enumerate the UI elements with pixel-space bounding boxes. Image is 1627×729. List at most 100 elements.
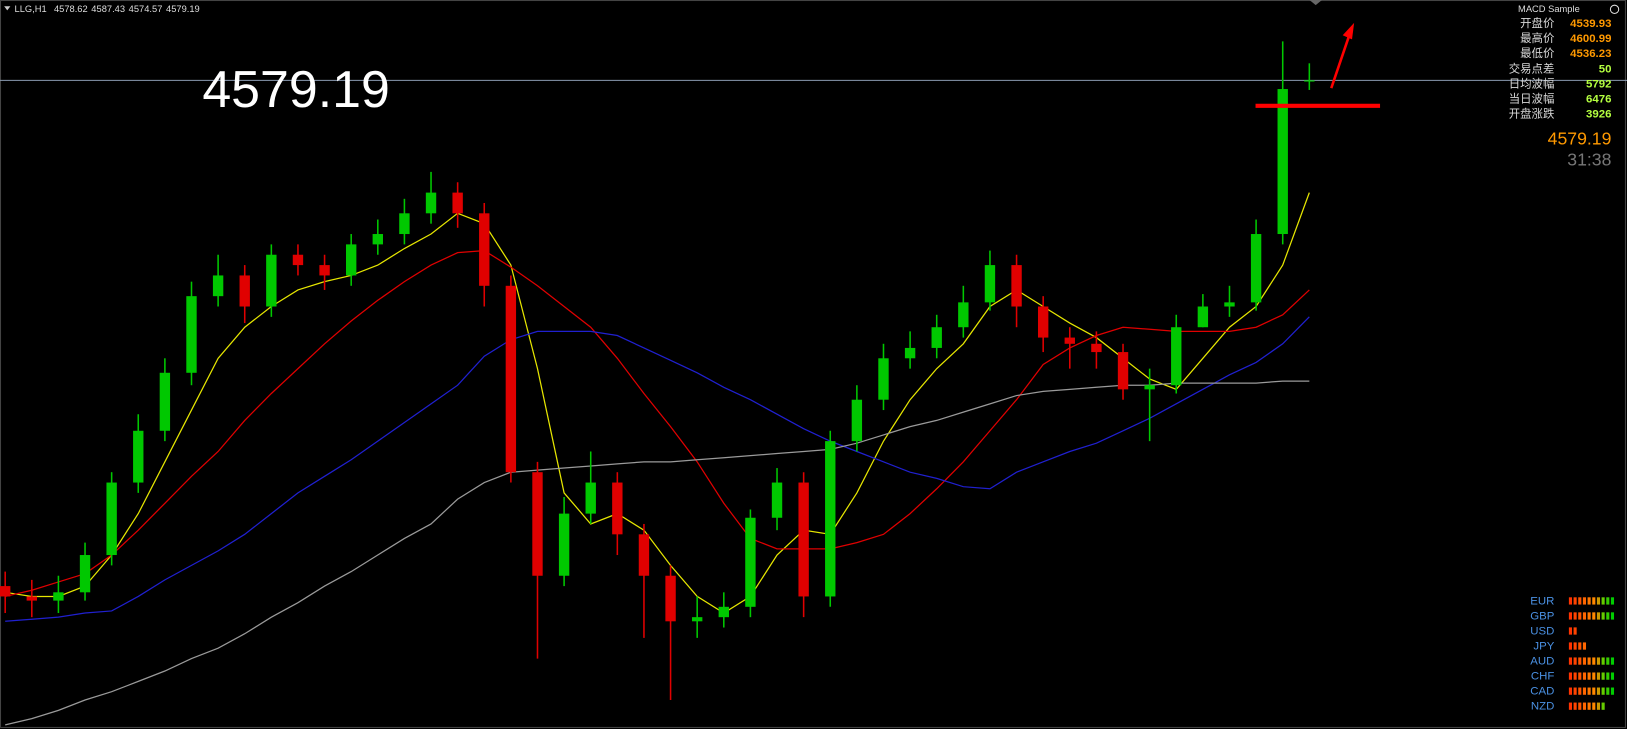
- candle-body: [212, 275, 224, 297]
- candle-body: [266, 254, 277, 307]
- candle-body: [691, 617, 703, 622]
- info-value: 50: [1599, 63, 1612, 75]
- candle-body: [771, 482, 783, 518]
- strength-cell: [1573, 702, 1577, 710]
- strength-cell: [1601, 657, 1605, 665]
- strength-bar: [1568, 612, 1615, 620]
- candle-body: [1171, 327, 1182, 386]
- info-value: 6476: [1586, 94, 1611, 106]
- current-price: 4579.19: [1548, 129, 1612, 149]
- currency-name: NZD: [1531, 701, 1554, 713]
- shift-marker: [1309, 0, 1322, 6]
- candle-body: [958, 302, 969, 328]
- info-value: 5792: [1586, 78, 1611, 90]
- currency-strength: EUR GBP USD JPY AUD CHF CAD NZD: [1530, 595, 1615, 713]
- currency-name: CAD: [1530, 686, 1554, 698]
- expert-icon: [1609, 4, 1620, 14]
- candle-body: [1277, 89, 1288, 235]
- strength-cell: [1596, 702, 1601, 710]
- strength-cell: [1596, 612, 1601, 620]
- strength-cell: [1568, 672, 1573, 680]
- arrow-head: [1342, 22, 1355, 40]
- strength-bar: [1568, 657, 1615, 665]
- strength-cell: [1610, 687, 1615, 695]
- candle-body: [1197, 306, 1209, 328]
- candle-body: [505, 285, 517, 473]
- header-ohlc: 4587.43: [91, 4, 125, 14]
- strength-cell: [1578, 687, 1582, 695]
- header: LLG,H1 4578.62 4587.43 4574.57 4579.19: [15, 4, 200, 14]
- strength-cell: [1601, 687, 1605, 695]
- strength-cell: [1578, 612, 1582, 620]
- strength-cell: [1596, 672, 1601, 680]
- candle-body: [133, 430, 144, 483]
- info-label: 开盘价: [1520, 16, 1555, 30]
- candle-body: [26, 596, 37, 601]
- strength-cell: [1573, 642, 1577, 650]
- candle-body: [159, 372, 171, 431]
- strength-cell: [1573, 597, 1577, 605]
- info-panel: 开盘价 4539.93 最高价 4600.99 最低价 4536.23 交易点差 50 日均波幅…: [1509, 16, 1612, 121]
- expert-name: MACD Sample: [1518, 4, 1580, 14]
- candle-body: [878, 358, 889, 400]
- candle-body: [1091, 343, 1102, 353]
- candle-body: [718, 606, 729, 618]
- strength-cell: [1587, 597, 1591, 605]
- header-ohlc: 4574.57: [129, 4, 163, 14]
- strength-cell: [1582, 642, 1587, 650]
- strength-cell: [1592, 687, 1596, 695]
- moving-average: [5, 316, 1310, 622]
- candle-body: [53, 592, 64, 601]
- candle-body: [399, 213, 410, 235]
- strength-cell: [1578, 657, 1582, 665]
- moving-average: [5, 192, 1310, 614]
- strength-cell: [1592, 672, 1596, 680]
- candle-body: [612, 482, 623, 535]
- header-ohlc: 4579.19: [166, 4, 200, 14]
- candle-body: [558, 513, 570, 576]
- candle-body: [931, 327, 942, 348]
- candle-body: [345, 244, 357, 276]
- strength-cell: [1587, 657, 1591, 665]
- info-value: 3926: [1586, 109, 1611, 121]
- strength-cell: [1578, 642, 1582, 650]
- candle-body: [425, 192, 437, 214]
- info-label: 交易点差: [1509, 61, 1555, 75]
- info-label: 最低价: [1520, 47, 1555, 60]
- strength-cell: [1582, 702, 1587, 710]
- strength-cell: [1596, 597, 1601, 605]
- candle-body: [798, 482, 809, 597]
- candle-body: [452, 192, 463, 214]
- strength-cell: [1573, 672, 1577, 680]
- strength-cell: [1601, 597, 1605, 605]
- candle-body: [479, 213, 490, 286]
- strength-cell: [1606, 687, 1610, 695]
- candle-body: [1064, 337, 1075, 344]
- strength-bar: [1568, 597, 1615, 605]
- strength-bar: [1568, 627, 1577, 635]
- candle-body: [638, 534, 650, 576]
- strength-cell: [1578, 672, 1582, 680]
- header-ohlc: 4578.62: [54, 4, 88, 14]
- candle-body: [106, 482, 117, 556]
- strength-cell: [1582, 657, 1587, 665]
- info-label: 开盘涨跌: [1509, 107, 1555, 121]
- strength-bar: [1568, 702, 1605, 710]
- strength-cell: [1587, 687, 1591, 695]
- strength-cell: [1592, 702, 1596, 710]
- strength-bar: [1568, 642, 1587, 650]
- strength-bar: [1568, 687, 1615, 695]
- candle-body: [1117, 352, 1129, 390]
- strength-cell: [1592, 612, 1596, 620]
- strength-cell: [1610, 612, 1615, 620]
- strength-cell: [1568, 702, 1573, 710]
- strength-cell: [1573, 657, 1577, 665]
- strength-cell: [1568, 597, 1573, 605]
- strength-cell: [1587, 702, 1591, 710]
- currency-name: GBP: [1530, 611, 1554, 623]
- strength-cell: [1582, 687, 1587, 695]
- candle-body: [292, 254, 304, 266]
- info-label: 日均波幅: [1509, 77, 1555, 90]
- strength-cell: [1601, 702, 1605, 710]
